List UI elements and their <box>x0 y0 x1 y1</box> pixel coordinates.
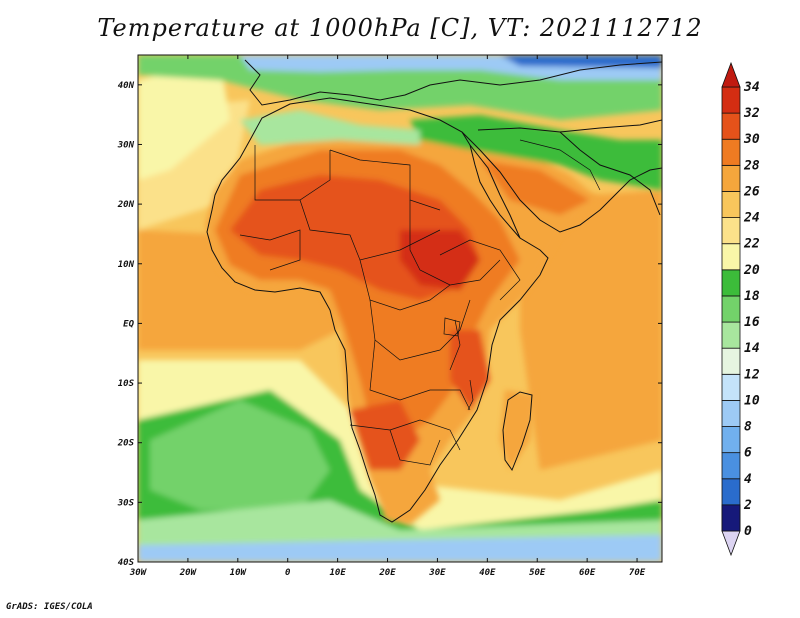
border-h <box>349 424 441 466</box>
border-b <box>329 149 441 211</box>
colorbar-label: 32 <box>743 106 760 121</box>
border-c <box>299 199 441 261</box>
y-tick-label: 30N <box>117 140 135 150</box>
colorbar-label: 22 <box>743 237 760 252</box>
colorbar-box <box>721 321 741 349</box>
border-g <box>369 339 471 411</box>
colorbar-box <box>721 217 741 245</box>
maghreb-16 <box>240 110 420 145</box>
y-tick-label: 20S <box>117 439 135 449</box>
colorbar-box <box>721 504 741 532</box>
colorbar-box <box>721 191 741 218</box>
arabia-coastline <box>461 131 662 233</box>
x-tick-label: 0 <box>285 568 291 578</box>
x-tick-label: 50E <box>529 568 546 578</box>
border-f <box>369 299 471 361</box>
x-tick-label: 60E <box>579 568 596 578</box>
y-tick-label: 10S <box>118 379 135 389</box>
colorbar-label: 26 <box>743 184 760 199</box>
colorbar-over-arrow <box>721 61 741 88</box>
colorbar-label: 12 <box>744 367 760 382</box>
middle-east-coastline <box>477 119 662 133</box>
africa-coastline <box>206 97 549 523</box>
colorbar-box <box>721 426 741 454</box>
country-borders <box>239 139 601 466</box>
lake-malawi <box>467 379 474 411</box>
colorbar-under-arrow <box>721 530 741 557</box>
x-tick-label: 70E <box>629 568 646 578</box>
x-tick-label: 30E <box>428 568 446 578</box>
border-d <box>409 200 501 286</box>
chart-title: Temperature at 1000hPa [C], VT: 20211127… <box>97 14 703 42</box>
colorbar-box <box>721 400 741 427</box>
x-tick-label: 10W <box>230 568 248 578</box>
axis-ticks: 30W 20W 10W 0 10E 20E 30E 40E 50E 60E 70E 40N 30N 20N… <box>117 55 662 578</box>
kalahari-32 <box>350 400 420 470</box>
colorbar-label: 16 <box>744 315 760 330</box>
red-sea-west-coast <box>469 144 521 239</box>
colorbar-label: 24 <box>743 211 760 226</box>
colorbar-box <box>721 138 741 166</box>
colorbar-label: 0 <box>744 524 752 539</box>
colorbar-label: 20 <box>743 263 760 278</box>
colorbar-label: 14 <box>744 341 760 356</box>
madagascar-28 <box>500 390 535 470</box>
colorbar-label: 18 <box>744 289 760 304</box>
colorbar-box <box>721 86 741 114</box>
warm-indian-band <box>520 190 662 470</box>
madagascar-coast <box>502 391 533 472</box>
arabia-30 <box>480 160 590 215</box>
border-k <box>439 239 521 301</box>
coastlines <box>206 59 662 523</box>
colorbar-box <box>721 243 741 271</box>
y-tick-label: 20N <box>117 200 135 210</box>
colorbar-box <box>721 269 741 297</box>
colorbar-label: 10 <box>744 393 760 408</box>
colorbar-box <box>721 452 741 480</box>
border-e <box>359 259 451 311</box>
lake-victoria <box>443 317 461 337</box>
y-tick-label: 10N <box>118 260 135 270</box>
x-tick-label: 20E <box>378 568 396 578</box>
x-tick-label: 20W <box>179 568 198 578</box>
plot-frame <box>137 54 663 563</box>
colorbar-box <box>721 112 741 140</box>
y-tick-label: 30S <box>117 498 135 508</box>
colorbar-label: 2 <box>743 498 752 513</box>
south-atlantic-18 <box>150 400 330 510</box>
border-i <box>389 419 461 451</box>
y-tick-label: 40N <box>118 81 135 91</box>
border-arabia <box>519 139 601 191</box>
colorbar-box <box>721 295 741 323</box>
colorbar-box <box>721 164 741 192</box>
temperature-field <box>138 55 662 562</box>
x-tick-label: 40E <box>479 568 496 578</box>
colorbar-box <box>721 373 741 401</box>
north-atlantic-22 <box>138 60 230 180</box>
south-africa-28 <box>375 470 440 525</box>
colorbar-label: 30 <box>743 132 760 147</box>
colorbar-box <box>721 478 741 506</box>
colorbar-label: 4 <box>744 472 752 487</box>
persian-gulf-coast <box>559 131 661 216</box>
footer-credit: GrADS: IGES/COLA <box>6 602 93 612</box>
southern-band-12 <box>138 535 662 562</box>
border-j <box>239 229 301 271</box>
y-tick-label: EQ <box>123 319 134 329</box>
x-tick-label: 10E <box>329 568 346 578</box>
colorbar-label: 28 <box>743 158 760 173</box>
colorbar-label: 34 <box>743 80 760 95</box>
europe-coastline <box>244 59 662 106</box>
colorbar-label: 8 <box>744 420 752 435</box>
colorbar-label: 6 <box>744 446 752 461</box>
x-tick-label: 30W <box>129 568 148 578</box>
europe-cold <box>500 55 662 68</box>
lake-tanganyika <box>449 319 461 371</box>
north-africa-20 <box>410 115 662 190</box>
y-tick-label: 40S <box>118 558 135 568</box>
colorbar-box <box>721 347 741 375</box>
